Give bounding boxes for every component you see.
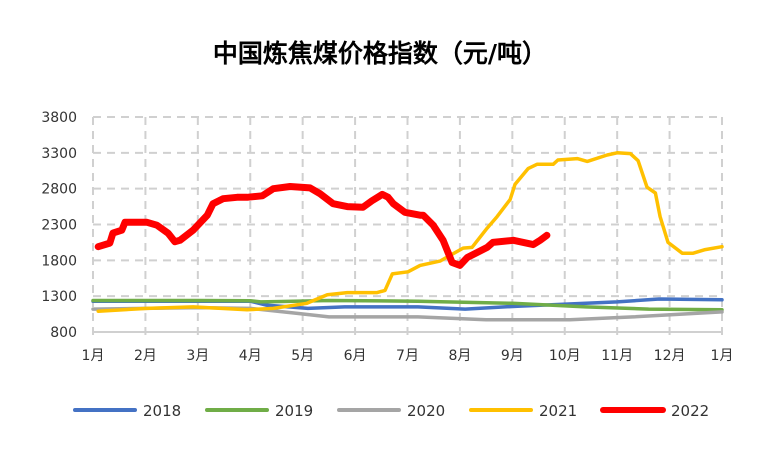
x-tick-label: 12月: [654, 348, 686, 364]
x-axis: 1月 2月 3月 4月 5月 6月 7月 8月 9月 10月 11月 12月 1月: [82, 348, 734, 364]
x-tick-label: 6月: [344, 348, 367, 364]
x-tick-label: 11月: [601, 348, 633, 364]
y-axis: 800 1300 1800 2300 2800 3300 3800: [41, 110, 77, 341]
x-tick-label: 4月: [239, 348, 262, 364]
y-tick-label: 3300: [41, 146, 77, 162]
chart-title: 中国炼焦煤价格指数（元/吨）: [213, 39, 547, 68]
series-line-2018: [91, 297, 724, 311]
y-tick-label: 1800: [41, 253, 77, 269]
legend-label: 2020: [407, 402, 445, 420]
x-tick-label: 7月: [396, 348, 419, 364]
legend-label: 2019: [275, 402, 313, 420]
series-line-2019: [91, 298, 724, 312]
series-line-2022: [94, 183, 551, 269]
y-tick-label: 800: [50, 325, 77, 341]
legend: 2018 2019 2020 2021 2022: [73, 402, 709, 420]
x-tick-label: 3月: [186, 348, 209, 364]
x-tick-label: 9月: [501, 348, 524, 364]
x-tick-label: 2月: [134, 348, 157, 364]
series-lines: [91, 151, 724, 322]
y-tick-label: 3800: [41, 110, 77, 126]
y-tick-label: 2800: [41, 182, 77, 198]
legend-label: 2018: [143, 402, 181, 420]
legend-label: 2021: [539, 402, 577, 420]
series-line-2021: [96, 151, 724, 313]
y-tick-label: 1300: [41, 289, 77, 305]
x-tick-label: 8月: [448, 348, 471, 364]
x-tick-label: 1月: [82, 348, 105, 364]
x-tick-label: 5月: [291, 348, 314, 364]
y-tick-label: 2300: [41, 218, 77, 234]
x-tick-label: 1月: [711, 348, 734, 364]
legend-label: 2022: [671, 402, 709, 420]
x-tick-label: 10月: [549, 348, 581, 364]
